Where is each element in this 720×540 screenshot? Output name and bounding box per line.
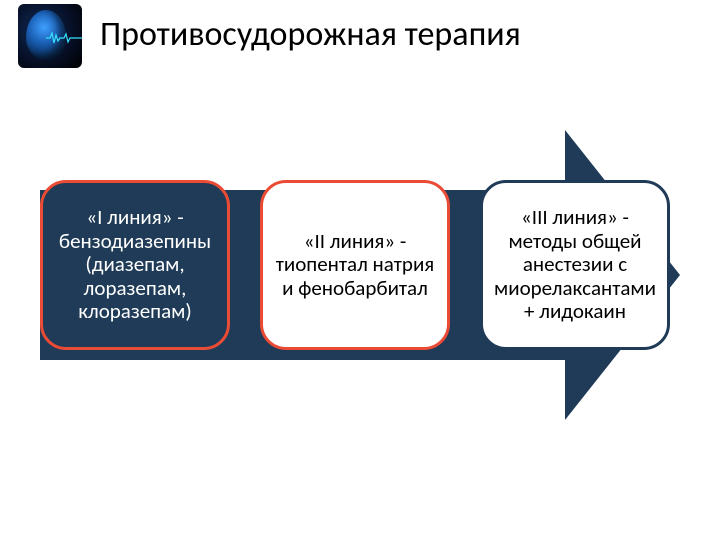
page-title: Противосудорожная терапия [100,14,700,55]
stage-box-1: «I линия» - бензодиазепины (диазепам, ло… [40,180,230,350]
stage-box-3: «III линия» - методы общей анестезии с м… [480,180,670,350]
slide: Противосудорожная терапия «I линия» - бе… [0,0,720,540]
stage-text-3: «III линия» - методы общей анестезии с м… [489,206,661,324]
brain-icon [18,4,82,68]
stage-box-2: «II линия» - тиопентал натрия и фенобарб… [260,180,450,350]
stage-text-1: «I линия» - бензодиазепины (диазепам, ло… [49,206,221,324]
stage-text-2: «II линия» - тиопентал натрия и фенобарб… [269,230,441,301]
